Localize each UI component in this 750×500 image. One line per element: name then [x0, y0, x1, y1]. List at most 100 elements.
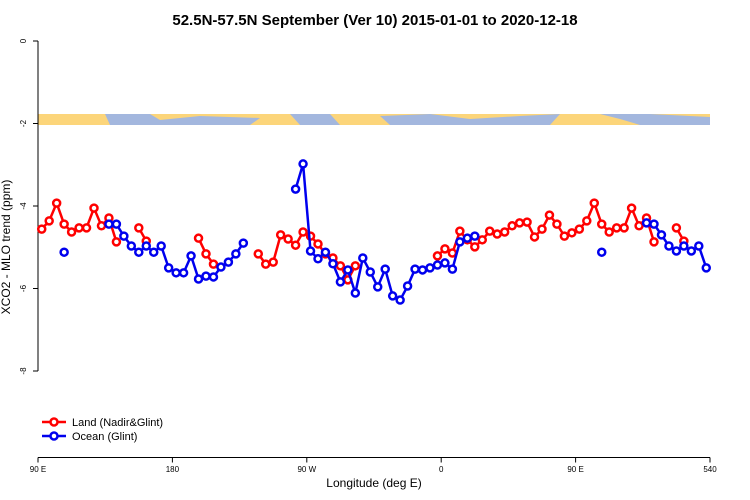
series-line: [40, 199, 685, 283]
data-point: [582, 216, 592, 226]
legend-label: Ocean (Glint): [72, 431, 137, 443]
data-point: [313, 239, 323, 249]
data-point: [89, 203, 99, 213]
data-point: [358, 253, 368, 263]
x-tick-label: 90 E: [567, 465, 583, 474]
data-point: [514, 218, 525, 228]
x-tick-label: 540: [703, 465, 717, 474]
data-point: [134, 223, 144, 233]
data-point: [365, 267, 376, 277]
data-point: [178, 268, 189, 278]
data-point: [163, 263, 174, 273]
y-tick-label: -8: [19, 367, 28, 375]
x-tick-label: 90 E: [30, 465, 46, 474]
map-strip: [38, 114, 710, 125]
data-point: [66, 227, 77, 237]
y-tick-label: -2: [19, 119, 28, 127]
data-point: [111, 237, 122, 247]
data-point: [156, 241, 166, 251]
legend-marker: [49, 417, 59, 427]
data-point: [432, 251, 443, 261]
data-point: [372, 282, 383, 292]
data-point: [611, 223, 622, 233]
data-point: [96, 221, 107, 231]
data-point: [201, 249, 211, 259]
data-point: [298, 159, 308, 169]
data-point: [335, 277, 346, 287]
data-point: [522, 217, 532, 227]
data-point: [387, 291, 398, 301]
data-point: [320, 247, 331, 257]
data-point: [268, 257, 278, 267]
data-point: [275, 230, 286, 240]
data-point: [440, 244, 450, 254]
y-tick-label: -6: [19, 284, 28, 292]
data-point: [559, 231, 570, 241]
data-point: [141, 241, 152, 251]
y-tick-label: -4: [19, 202, 28, 210]
data-point: [134, 247, 144, 257]
data-point: [447, 264, 458, 274]
data-point: [694, 241, 704, 251]
data-point: [440, 258, 450, 268]
data-point: [193, 233, 204, 243]
data-point: [81, 223, 92, 233]
data-point: [313, 254, 323, 264]
data-point: [499, 227, 510, 237]
x-tick-label: 0: [439, 465, 444, 474]
x-tick-label: 180: [166, 465, 180, 474]
data-point: [380, 264, 390, 274]
data-point: [216, 262, 226, 272]
data-point: [350, 261, 361, 271]
data-point: [701, 263, 712, 273]
data-point: [470, 242, 480, 252]
data-point: [298, 227, 308, 237]
data-point: [679, 241, 689, 251]
data-point: [492, 229, 502, 239]
data-point: [208, 259, 219, 269]
data-point: [119, 231, 129, 241]
data-point: [126, 241, 137, 251]
data-point: [671, 246, 682, 256]
data-point: [425, 263, 435, 273]
data-point: [253, 249, 264, 259]
data-point: [596, 219, 607, 229]
data-point: [589, 198, 600, 208]
data-point: [335, 261, 346, 271]
data-point: [634, 221, 644, 231]
data-point: [104, 219, 114, 229]
data-point: [36, 224, 47, 234]
data-point: [686, 246, 697, 256]
data-point: [664, 241, 674, 251]
data-point: [44, 216, 54, 226]
data-point: [417, 265, 428, 275]
data-point: [656, 230, 667, 240]
data-point: [455, 226, 465, 236]
data-point: [260, 259, 271, 269]
data-point: [537, 224, 547, 234]
data-point: [59, 219, 69, 229]
legend-label: Land (Nadir&Glint): [72, 417, 163, 429]
data-point: [59, 247, 69, 257]
data-point: [343, 265, 353, 275]
data-point: [455, 237, 465, 247]
data-point: [470, 231, 480, 241]
data-point: [208, 272, 219, 282]
data-point: [484, 226, 495, 236]
data-point: [432, 260, 443, 270]
data-point: [395, 295, 405, 305]
data-point: [74, 223, 84, 233]
x-axis-label: Longitude (deg E): [326, 476, 421, 490]
data-point: [574, 224, 585, 234]
data-point: [350, 288, 361, 298]
data-point: [529, 232, 540, 242]
data-point: [596, 247, 607, 257]
data-point: [626, 203, 637, 213]
data-point: [238, 238, 249, 248]
data-point: [111, 219, 122, 229]
data-point: [619, 223, 629, 233]
x-tick-label: 90 W: [297, 465, 316, 474]
data-point: [231, 249, 241, 259]
legend-marker: [49, 431, 59, 441]
